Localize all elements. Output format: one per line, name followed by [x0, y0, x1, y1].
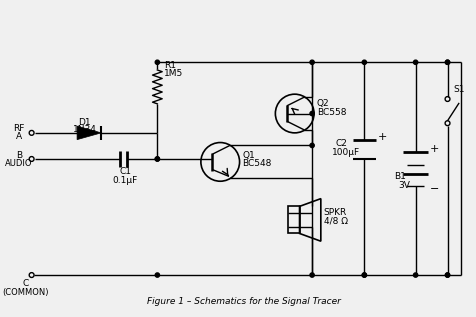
Circle shape — [310, 273, 314, 277]
Text: SPKR: SPKR — [324, 208, 347, 217]
Text: R1: R1 — [164, 61, 176, 70]
Circle shape — [362, 273, 367, 277]
Text: Q2: Q2 — [317, 99, 329, 108]
Text: +: + — [378, 132, 387, 142]
Circle shape — [155, 273, 159, 277]
Text: −: − — [430, 184, 439, 194]
Circle shape — [362, 273, 367, 277]
Text: C2: C2 — [335, 139, 347, 148]
Text: 1N34: 1N34 — [73, 126, 97, 134]
Circle shape — [446, 273, 450, 277]
Text: 1M5: 1M5 — [164, 69, 183, 78]
Text: A: A — [16, 132, 22, 141]
Circle shape — [155, 157, 159, 161]
Circle shape — [310, 143, 314, 148]
Circle shape — [155, 60, 159, 64]
Text: B: B — [16, 151, 22, 160]
Circle shape — [414, 60, 418, 64]
Bar — [288, 206, 299, 233]
Circle shape — [310, 111, 314, 116]
Circle shape — [414, 273, 418, 277]
Text: AUDIO: AUDIO — [5, 159, 33, 168]
Circle shape — [446, 273, 450, 277]
Text: 3V: 3V — [398, 181, 410, 190]
Circle shape — [155, 157, 159, 161]
Text: Q1: Q1 — [242, 151, 255, 160]
Text: BC558: BC558 — [317, 108, 347, 117]
Text: BC548: BC548 — [242, 159, 272, 168]
Circle shape — [310, 60, 314, 64]
Text: 100μF: 100μF — [331, 148, 359, 157]
Text: B1: B1 — [394, 172, 406, 181]
Polygon shape — [77, 126, 101, 140]
Text: C: C — [23, 279, 29, 288]
Text: (COMMON): (COMMON) — [2, 288, 49, 297]
Text: 0.1μF: 0.1μF — [113, 176, 138, 185]
Text: +: + — [430, 144, 439, 154]
Circle shape — [446, 60, 450, 64]
Text: Figure 1 – Schematics for the Signal Tracer: Figure 1 – Schematics for the Signal Tra… — [148, 297, 341, 306]
Text: 4/8 Ω: 4/8 Ω — [324, 217, 348, 225]
Text: D1: D1 — [79, 118, 91, 127]
Text: RF: RF — [13, 124, 25, 133]
Circle shape — [446, 60, 450, 64]
Text: C1: C1 — [119, 167, 131, 176]
Text: S1: S1 — [453, 85, 465, 94]
Circle shape — [362, 60, 367, 64]
